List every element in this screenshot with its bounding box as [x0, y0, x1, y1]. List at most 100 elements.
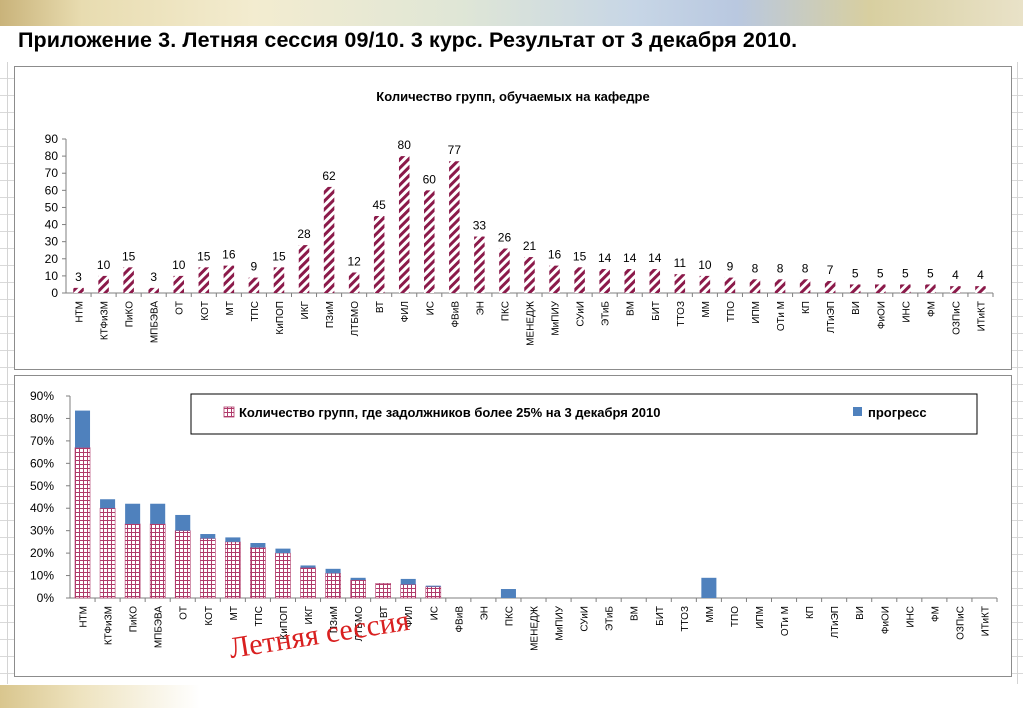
progress-bar-ИКГ [300, 565, 316, 568]
y-tick-label: 70% [30, 434, 54, 448]
x-tick-label: ОТ [179, 606, 190, 620]
debt-bar-КиПОП [275, 552, 291, 599]
y-tick-label: 40% [30, 501, 54, 515]
bar-ПиКО [123, 267, 134, 293]
x-tick-label: МЕНЕДЖ [526, 300, 537, 346]
data-label: 62 [322, 169, 336, 183]
progress-bar-НТМ [75, 410, 91, 448]
bar-КОТ [198, 267, 210, 293]
y-tick-label: 30 [45, 235, 59, 249]
x-tick-label: ТТОЗ [676, 301, 687, 327]
data-label: 14 [648, 251, 662, 265]
groups-count-chart: Количество групп, обучаемых на кафедре 0 1… [14, 66, 1012, 370]
progress-bar-ММ [701, 577, 717, 598]
x-tick-label: ЭН [479, 606, 490, 620]
bar-КиПОП [273, 267, 285, 293]
debt-bar-ВТ [375, 583, 391, 599]
x-tick-label: ТПС [250, 301, 261, 322]
bar-ВТ [373, 216, 385, 293]
x-tick-label: МиПИУ [551, 300, 562, 335]
data-label: 10 [698, 258, 712, 272]
data-label: 5 [927, 266, 934, 280]
progress-bar-ПКС [500, 589, 516, 598]
bar-КП [799, 279, 811, 293]
data-label: 15 [272, 249, 286, 263]
debt-bar-ПЗиМ [325, 573, 341, 599]
data-label: 5 [852, 266, 859, 280]
x-tick-label: ЛТБМО [354, 606, 365, 642]
debt-bar-МТ [225, 541, 241, 599]
x-tick-label: ТТОЗ [680, 606, 691, 632]
y-tick-label: 10% [30, 569, 54, 583]
bar-ФиОИ [874, 284, 886, 293]
data-label: 10 [172, 258, 186, 272]
x-tick-label: ВИ [855, 606, 866, 620]
x-tick-label: БИТ [651, 301, 662, 321]
page-title: Приложение 3. Летняя сессия 09/10. 3 кур… [18, 28, 798, 52]
x-tick-label: ЭН [475, 301, 486, 315]
progress-bar-ПЗиМ [325, 568, 341, 574]
debtors-progress-chart-svg: 0% 10% 20% 30% 40% 50% 60% 70% 80% 90% НТМ КТФиЗМ Пи… [30, 389, 998, 651]
x-tick-label: ПЗиМ [325, 301, 336, 328]
x-tick-label: ИНС [901, 301, 912, 323]
bar-ЛТиЭП [824, 281, 836, 293]
x-tick-label: ФВиВ [450, 301, 461, 328]
bar-ИС [424, 190, 435, 293]
legend-label-debt: Количество групп, где задолжников более … [239, 405, 660, 420]
y-tick-label: 20% [30, 546, 54, 560]
bar-ИТиКТ [975, 286, 986, 293]
bar-НТМ [73, 287, 84, 293]
x-tick-label: МиПИУ [555, 605, 566, 640]
data-label: 4 [977, 268, 984, 282]
bar-ФМ [925, 284, 936, 293]
data-label: 15 [197, 249, 211, 263]
x-tick-label: ТПО [730, 606, 741, 627]
bar-МиПИУ [549, 265, 560, 293]
x-tick-label: ТПО [726, 301, 737, 322]
bar-ИКГ [298, 245, 310, 293]
x-tick-label: ПЗиМ [329, 606, 340, 633]
x-tick-label: СУиИ [580, 606, 591, 632]
x-tick-label: ЭТиБ [605, 606, 616, 631]
spreadsheet-column-line [7, 62, 8, 684]
bar-ЛТБМО [348, 272, 360, 293]
legend-swatch-progress [853, 407, 862, 416]
y-tick-label: 90% [30, 389, 54, 403]
data-label: 60 [423, 172, 437, 186]
data-label: 8 [752, 261, 759, 275]
progress-bar-МПБЭВА [150, 503, 166, 524]
data-label: 10 [97, 258, 111, 272]
x-tick-label: ФиОИ [880, 606, 891, 634]
bar-КТФиЗМ [98, 275, 109, 293]
y-tick-label: 50 [45, 200, 59, 214]
data-label: 4 [952, 268, 959, 282]
x-tick-label: КиПОП [275, 301, 286, 335]
y-tick-label: 50% [30, 479, 54, 493]
bar-ФВиВ [449, 161, 460, 293]
bar-ПЗиМ [323, 186, 335, 293]
debtors-progress-chart: 0% 10% 20% 30% 40% 50% 60% 70% 80% 90% НТМ КТФиЗМ Пи… [14, 375, 1012, 677]
data-label: 26 [498, 231, 512, 245]
x-tick-label: МТ [225, 301, 236, 315]
data-label: 8 [802, 261, 809, 275]
groups-count-chart-svg: Количество групп, обучаемых на кафедре 0 1… [45, 89, 994, 346]
data-label: 14 [598, 251, 612, 265]
progress-bar-ЛТБМО [350, 577, 366, 581]
x-tick-label: ММ [701, 301, 712, 318]
bar-БИТ [649, 269, 661, 293]
x-tick-label: КТФиЗМ [100, 301, 111, 340]
data-label: 28 [297, 227, 311, 241]
data-label: 11 [674, 256, 687, 270]
x-tick-label: ИПМ [755, 606, 766, 629]
bar-СУиИ [574, 267, 585, 293]
data-label: 15 [122, 249, 136, 263]
bar-ВМ [624, 269, 635, 293]
x-tick-label: ИКГ [300, 300, 311, 319]
data-label: 12 [347, 254, 361, 268]
bar-ОТ [173, 275, 185, 293]
progress-bar-КОТ [200, 534, 216, 539]
data-label: 3 [75, 270, 82, 284]
legend-swatch-debt [223, 406, 235, 418]
debt-bar-МПБЭВА [149, 523, 166, 599]
y-tick-label: 60% [30, 456, 54, 470]
